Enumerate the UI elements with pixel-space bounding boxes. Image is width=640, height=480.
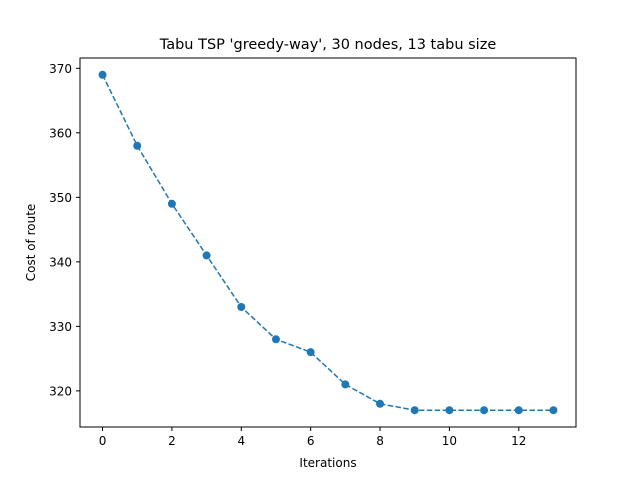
x-tick-label: 4 [237, 434, 245, 448]
y-tick-label: 340 [49, 255, 72, 269]
y-tick-label: 370 [49, 62, 72, 76]
data-point [341, 380, 350, 389]
data-point [376, 399, 385, 408]
data-point [306, 348, 315, 357]
x-tick-label: 0 [99, 434, 107, 448]
y-tick-label: 360 [49, 126, 72, 140]
axes-frame [79, 57, 577, 428]
chart-title: Tabu TSP 'greedy-way', 30 nodes, 13 tabu… [159, 37, 497, 53]
data-point [167, 199, 176, 208]
x-tick-label: 2 [168, 434, 176, 448]
x-tick-label: 12 [511, 434, 526, 448]
data-point [271, 335, 280, 344]
data-point [410, 406, 419, 415]
x-axis-label: Iterations [299, 456, 356, 470]
y-tick-label: 350 [49, 191, 72, 205]
data-point [202, 251, 211, 260]
data-point [480, 406, 489, 415]
x-tick-label: 8 [376, 434, 384, 448]
series-line [101, 74, 554, 411]
data-point [549, 406, 558, 415]
y-tick-label: 330 [49, 320, 72, 334]
x-tick-label: 10 [442, 434, 457, 448]
y-tick-label: 320 [49, 384, 72, 398]
data-point [98, 70, 107, 79]
plot-area [98, 70, 558, 415]
data-point [445, 406, 454, 415]
x-axis: 0 2 4 6 8 10 12 [99, 427, 526, 448]
x-tick-label: 6 [307, 434, 315, 448]
data-point [237, 303, 246, 312]
data-point [133, 141, 142, 150]
y-axis: 320 330 340 350 360 370 [49, 62, 80, 398]
y-axis-label: Cost of route [24, 204, 38, 282]
data-point [514, 406, 523, 415]
